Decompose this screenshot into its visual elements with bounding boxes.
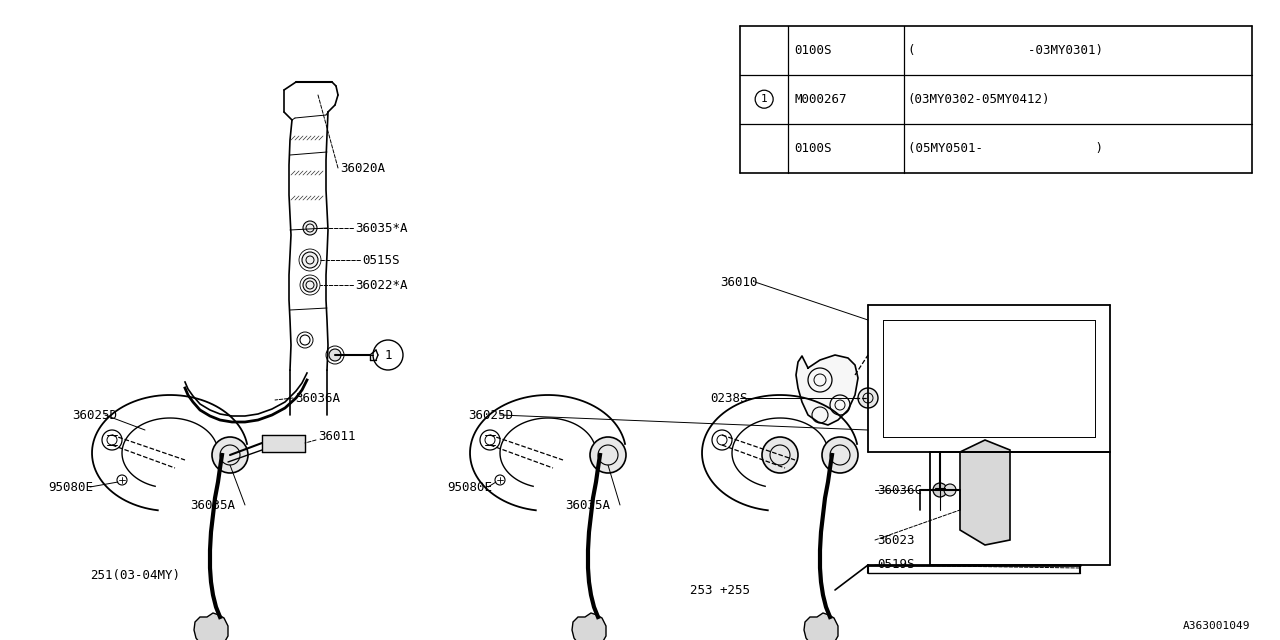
Text: (03MY0302-05MY0412): (03MY0302-05MY0412) <box>908 93 1050 106</box>
Text: 95080E: 95080E <box>49 481 93 493</box>
Text: 36035*A: 36035*A <box>355 221 407 234</box>
Text: 36022*A: 36022*A <box>355 278 407 291</box>
Text: 1: 1 <box>760 94 768 104</box>
Circle shape <box>858 388 878 408</box>
Text: (               -03MY0301): ( -03MY0301) <box>908 44 1102 56</box>
Text: 253 +255: 253 +255 <box>690 584 750 596</box>
Text: 36035A: 36035A <box>189 499 236 511</box>
Text: 36036A: 36036A <box>294 392 340 404</box>
Text: 0100S: 0100S <box>795 44 832 56</box>
Text: 1: 1 <box>384 349 392 362</box>
Text: M000267: M000267 <box>795 93 847 106</box>
Polygon shape <box>572 613 605 640</box>
Polygon shape <box>960 440 1010 545</box>
Text: 36025D: 36025D <box>468 408 513 422</box>
Text: 36020A: 36020A <box>340 161 385 175</box>
Circle shape <box>822 437 858 473</box>
Text: 251(03-04MY): 251(03-04MY) <box>90 568 180 582</box>
Polygon shape <box>262 435 305 452</box>
Text: 36035A: 36035A <box>564 499 611 511</box>
Polygon shape <box>195 613 228 640</box>
Polygon shape <box>804 613 838 640</box>
Text: 36025D: 36025D <box>72 408 116 422</box>
Text: 36011: 36011 <box>317 429 356 442</box>
Text: 0100S: 0100S <box>795 142 832 155</box>
Text: 36023: 36023 <box>877 534 914 547</box>
Text: 36036C: 36036C <box>877 483 922 497</box>
Text: A363001049: A363001049 <box>1183 621 1251 631</box>
Text: (05MY0501-               ): (05MY0501- ) <box>908 142 1102 155</box>
Circle shape <box>945 484 956 496</box>
Circle shape <box>933 483 947 497</box>
Text: 95080E: 95080E <box>447 481 492 493</box>
Circle shape <box>302 252 317 268</box>
Polygon shape <box>796 355 858 425</box>
Text: 0238S: 0238S <box>710 392 748 404</box>
Text: 0515S: 0515S <box>362 253 399 266</box>
Circle shape <box>762 437 797 473</box>
Circle shape <box>329 349 340 361</box>
Circle shape <box>303 278 317 292</box>
Text: 0519S: 0519S <box>877 559 914 572</box>
Circle shape <box>590 437 626 473</box>
Circle shape <box>303 221 317 235</box>
Text: 36010: 36010 <box>721 275 758 289</box>
Circle shape <box>212 437 248 473</box>
Circle shape <box>300 335 310 345</box>
